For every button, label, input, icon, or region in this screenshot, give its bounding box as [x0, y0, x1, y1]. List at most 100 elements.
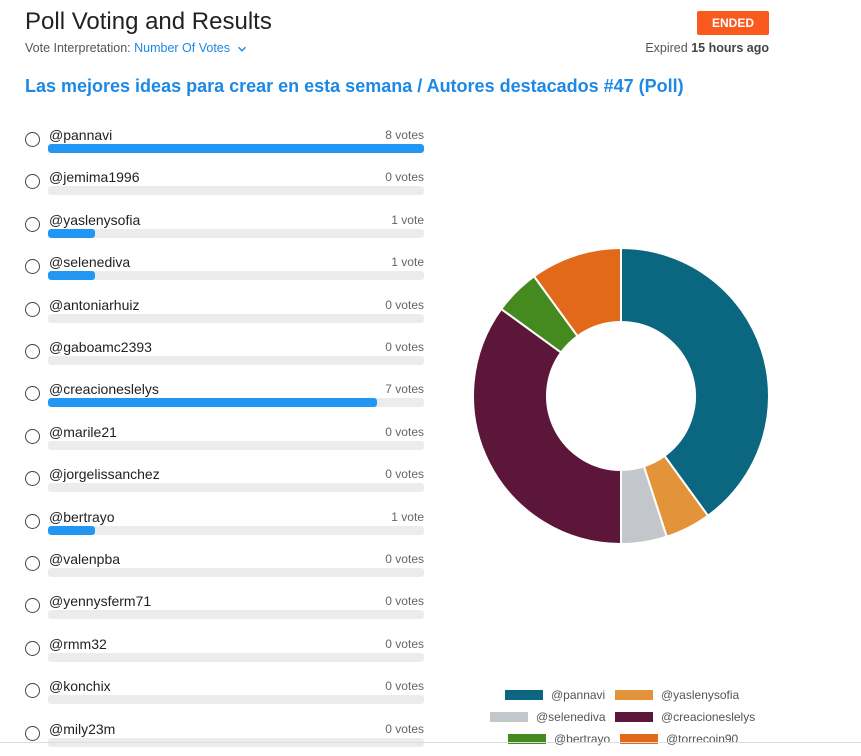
option-radio[interactable] [25, 640, 40, 656]
legend-item[interactable]: @torrecoin90 [620, 732, 738, 746]
option-votes: 0 votes [385, 679, 424, 694]
option-row[interactable]: @selenediva 1 vote [0, 247, 440, 289]
vote-bar-track [48, 186, 424, 196]
option-votes: 0 votes [385, 424, 424, 439]
vote-interpretation-select[interactable]: Number Of Votes [134, 41, 247, 55]
legend-swatch [615, 690, 653, 700]
option-radio[interactable] [25, 301, 40, 317]
legend-swatch [508, 734, 546, 744]
vote-bar-track [48, 652, 424, 662]
poll-title-link[interactable]: Las mejores ideas para crear en esta sem… [25, 76, 684, 96]
option-row[interactable]: @konchix 0 votes [0, 671, 440, 713]
divider [0, 742, 861, 743]
donut-chart: @pannavi @yaslenysofia @selenediva @creacio… [440, 150, 861, 746]
vote-interpretation-value[interactable]: Number Of Votes [134, 41, 230, 55]
option-name: @selenediva [49, 254, 131, 271]
legend-label: @yaslenysofia [661, 688, 740, 702]
option-votes: 1 vote [391, 255, 424, 270]
option-row[interactable]: @jorgelissanchez 0 votes [0, 459, 440, 501]
vote-bar-track [48, 610, 424, 620]
status-badge: ENDED [697, 11, 769, 35]
legend-item[interactable]: @yaslenysofia [615, 688, 739, 702]
vote-bar-fill [48, 271, 95, 281]
donut-slice[interactable] [620, 246, 770, 518]
legend-swatch [505, 690, 543, 700]
expired-info: Expired 15 hours ago [645, 41, 769, 55]
option-name: @creacioneslelys [49, 381, 159, 398]
vote-bar-fill [48, 144, 424, 153]
option-row[interactable]: @gaboamc2393 0 votes [0, 332, 440, 374]
option-name: @mily23m [49, 720, 116, 737]
page-title: Poll Voting and Results [25, 8, 272, 35]
option-row[interactable]: @yaslenysofia 1 vote [0, 205, 440, 247]
legend-item[interactable]: @bertrayo [508, 732, 610, 746]
option-name: @jorgelissanchez [49, 466, 160, 483]
option-radio[interactable] [25, 174, 40, 190]
option-radio[interactable] [25, 683, 40, 699]
option-row[interactable]: @creacioneslelys 7 votes [0, 374, 440, 416]
option-row[interactable]: @pannavi 8 votes [0, 120, 440, 162]
chevron-down-icon[interactable] [237, 44, 247, 54]
expired-value: 15 hours ago [691, 41, 769, 55]
vote-bar-fill [48, 525, 95, 535]
option-name: @bertrayo [49, 508, 115, 525]
legend-item[interactable]: @creacioneslelys [615, 710, 755, 724]
vote-bar-track [48, 568, 424, 577]
vote-bar-track [48, 483, 424, 493]
vote-bar-fill [48, 398, 377, 408]
vote-interpretation-label: Vote Interpretation: [25, 41, 131, 55]
vote-bar-track [48, 313, 424, 323]
vote-interpretation: Vote Interpretation: Number Of Votes [25, 41, 247, 55]
option-votes: 0 votes [385, 170, 424, 185]
vote-bar-track [48, 525, 424, 535]
legend-swatch [490, 712, 528, 722]
option-row[interactable]: @antoniarhuiz 0 votes [0, 290, 440, 332]
option-radio[interactable] [25, 598, 40, 614]
vote-bar-track [48, 356, 424, 365]
option-row[interactable]: @rmm32 0 votes [0, 629, 440, 671]
option-radio[interactable] [25, 344, 40, 359]
option-name: @yennysferm71 [49, 593, 152, 610]
option-row[interactable]: @marile21 0 votes [0, 417, 440, 459]
option-name: @jemima1996 [49, 169, 140, 186]
option-votes: 0 votes [385, 340, 424, 354]
option-votes: 0 votes [385, 721, 424, 736]
option-radio[interactable] [25, 513, 40, 529]
option-votes: 0 votes [385, 594, 424, 609]
option-name: @yaslenysofia [49, 211, 141, 228]
option-name: @rmm32 [49, 635, 107, 652]
option-name: @valenpba [49, 551, 121, 567]
option-row[interactable]: @bertrayo 1 vote [0, 502, 440, 544]
option-radio[interactable] [25, 259, 40, 275]
option-radio[interactable] [25, 216, 40, 232]
option-row[interactable]: @jemima1996 0 votes [0, 162, 440, 204]
option-row[interactable]: @mily23m 0 votes [0, 714, 440, 756]
option-row[interactable]: @valenpba 0 votes [0, 544, 440, 586]
option-name: @gaboamc2393 [49, 339, 152, 355]
option-name: @konchix [49, 678, 111, 695]
option-radio[interactable] [25, 471, 40, 487]
option-row[interactable]: @yennysferm71 0 votes [0, 586, 440, 628]
vote-bar-fill [48, 228, 95, 238]
option-radio[interactable] [25, 132, 40, 147]
donut-slice[interactable] [532, 246, 622, 338]
option-name: @pannavi [49, 127, 113, 143]
option-name: @marile21 [49, 423, 117, 440]
legend-item[interactable]: @selenediva [490, 710, 606, 724]
legend-item[interactable]: @pannavi [505, 688, 605, 702]
option-radio[interactable] [25, 556, 40, 571]
vote-bar-track [48, 144, 424, 153]
donut-slice[interactable] [472, 307, 622, 546]
option-radio[interactable] [25, 428, 40, 444]
legend-label: @torrecoin90 [666, 732, 739, 746]
vote-bar-track [48, 440, 424, 450]
option-name: @antoniarhuiz [49, 296, 140, 313]
option-votes: 7 votes [385, 382, 424, 397]
legend-label: @bertrayo [554, 732, 611, 746]
vote-bar-track [48, 398, 424, 408]
legend-label: @creacioneslelys [661, 710, 756, 724]
option-radio[interactable] [25, 725, 40, 741]
vote-bar-track [48, 695, 424, 705]
option-radio[interactable] [25, 386, 40, 402]
legend-label: @pannavi [551, 688, 606, 702]
